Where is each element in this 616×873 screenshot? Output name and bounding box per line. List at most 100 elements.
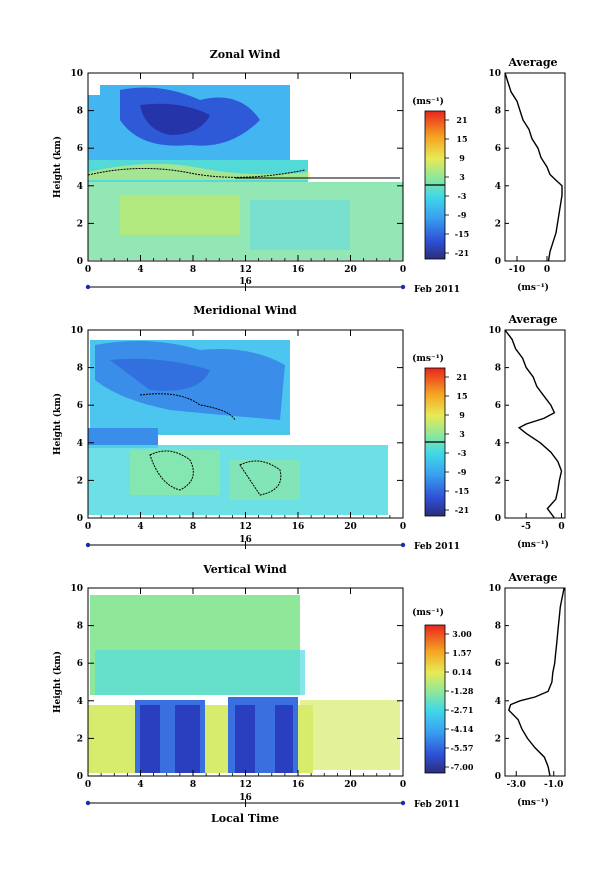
zonal-y-ticks: 0 2 4 6 8 10 — [70, 69, 403, 267]
meridional-heatmap-field — [88, 340, 388, 515]
colorbar-tick-label: -3 — [458, 191, 467, 201]
x-tick-label: 0 — [85, 265, 91, 275]
zonal-title: Zonal Wind — [210, 48, 281, 61]
y-tick-label: 0 — [77, 514, 83, 524]
colorbar-tick-label: 9 — [459, 410, 465, 420]
x-tick-label: 0 — [400, 265, 406, 275]
average-y-tick-label: 4 — [495, 182, 501, 192]
meridional-y-ticks: 0 2 4 6 8 10 — [70, 326, 403, 524]
meridional-average-title: Average — [507, 313, 557, 326]
average-y-tick-label: 6 — [495, 144, 501, 154]
average-y-tick-label: 10 — [488, 69, 501, 79]
day-axis-end-marker — [400, 542, 406, 548]
colorbar-tick-label: -15 — [455, 229, 469, 239]
x-tick-label: 12 — [239, 522, 252, 532]
meridional-colorbar-unit: (ms⁻¹) — [412, 353, 444, 364]
colorbar-tick-label: -3 — [458, 448, 467, 458]
day-axis-end-marker — [400, 800, 406, 806]
x-tick-label: 12 — [239, 780, 252, 790]
y-tick-label: 2 — [77, 734, 83, 744]
colorbar-tick-label: -9 — [458, 210, 467, 220]
y-tick-label: 10 — [70, 584, 83, 594]
y-tick-label: 6 — [77, 659, 83, 669]
average-x-tick-label: -1.0 — [544, 780, 563, 790]
y-tick-label: 10 — [70, 326, 83, 336]
x-tick-label: 4 — [137, 522, 143, 532]
y-tick-label: 6 — [77, 144, 83, 154]
meridional-average-y-ticks: 0 2 4 6 8 10 — [488, 326, 509, 524]
average-y-tick-label: 0 — [495, 514, 501, 524]
vertical-average-x-ticks: -3.0 -1.0 — [507, 771, 563, 790]
vertical-x-ticks: 0 4 8 12 16 20 0 — [85, 588, 406, 790]
colorbar-tick-label: -1.28 — [451, 686, 474, 696]
x-tick-label: 0 — [400, 522, 406, 532]
day-axis-start-marker — [85, 800, 91, 806]
y-tick-label: 8 — [77, 107, 83, 117]
x-tick-label: 0 — [400, 780, 406, 790]
x-tick-label: 20 — [344, 522, 357, 532]
y-tick-label: 8 — [77, 364, 83, 374]
vertical-average-title: Average — [507, 571, 557, 584]
average-y-tick-label: 10 — [488, 326, 501, 336]
x-axis-label: Local Time — [211, 812, 279, 825]
colorbar-tick-label: 3.00 — [452, 629, 472, 639]
y-tick-label: 0 — [77, 257, 83, 267]
colorbar-tick-label: 0.14 — [452, 667, 472, 677]
colorbar-tick-label: 9 — [459, 153, 465, 163]
average-y-tick-label: 8 — [495, 622, 501, 632]
vertical-average-y-ticks: 0 2 4 6 8 10 — [488, 584, 509, 782]
colorbar-tick-label: 21 — [456, 115, 467, 125]
meridional-title: Meridional Wind — [193, 304, 297, 317]
average-x-tick-label: 0 — [544, 265, 550, 275]
vertical-day-axis: 16 — [85, 793, 406, 807]
zonal-y-label: Height (km) — [52, 136, 63, 198]
meridional-average-frame — [504, 329, 566, 519]
average-y-tick-label: 8 — [495, 107, 501, 117]
average-y-tick-label: 2 — [495, 476, 501, 486]
day-axis-end-marker — [400, 284, 406, 290]
zonal-average-line — [504, 72, 563, 262]
vertical-y-label: Height (km) — [52, 651, 63, 713]
average-x-tick-label: -5 — [521, 522, 531, 532]
vertical-average-frame — [504, 587, 566, 777]
zonal-average-x-ticks: -10 0 — [509, 256, 550, 275]
x-tick-label: 0 — [85, 780, 91, 790]
zonal-colorbar-labels: 21 15 9 3 -3 -9 -15 -21 — [445, 115, 469, 258]
y-tick-label: 10 — [70, 69, 83, 79]
zonal-date-label: Feb 2011 — [414, 285, 460, 295]
meridional-y-label: Height (km) — [52, 393, 63, 455]
y-tick-label: 6 — [77, 401, 83, 411]
meridional-colorbar-labels: 21 15 9 3 -3 -9 -15 -21 — [445, 372, 469, 515]
day-label: 16 — [239, 535, 252, 545]
x-tick-label: 16 — [292, 780, 305, 790]
colorbar-tick-label: 1.57 — [452, 648, 471, 658]
average-y-tick-label: 2 — [495, 219, 501, 229]
average-y-tick-label: 4 — [495, 697, 501, 707]
colorbar-tick-label: 3 — [459, 429, 465, 439]
day-axis-start-marker — [85, 284, 91, 290]
meridional-date-label: Feb 2011 — [414, 542, 460, 552]
y-tick-label: 2 — [77, 476, 83, 486]
meridional-average-x-ticks: -5 0 — [521, 513, 565, 532]
colorbar-tick-label: -21 — [455, 505, 469, 515]
day-label: 16 — [239, 793, 252, 803]
meridional-x-ticks: 0 4 8 12 16 20 0 — [85, 330, 406, 532]
colorbar-tick-label: 15 — [456, 391, 467, 401]
zonal-average-title: Average — [507, 56, 557, 69]
average-x-tick-label: -3.0 — [507, 780, 526, 790]
vertical-colorbar-labels: 3.00 1.57 0.14 -1.28 -2.71 -4.14 -5.57 -7.00 — [445, 629, 474, 772]
x-tick-label: 16 — [292, 522, 305, 532]
average-y-tick-label: 6 — [495, 659, 501, 669]
vertical-y-ticks: 0 2 4 6 8 10 — [70, 584, 403, 782]
x-tick-label: 8 — [190, 522, 196, 532]
day-axis-start-marker — [85, 542, 91, 548]
vertical-title: Vertical Wind — [202, 563, 287, 576]
colorbar-tick-label: 21 — [456, 372, 467, 382]
zonal-average-unit: (ms⁻¹) — [517, 282, 549, 293]
average-y-tick-label: 6 — [495, 401, 501, 411]
zonal-average-y-ticks: 0 2 4 6 8 10 — [488, 69, 509, 267]
average-x-tick-label: 0 — [558, 522, 564, 532]
